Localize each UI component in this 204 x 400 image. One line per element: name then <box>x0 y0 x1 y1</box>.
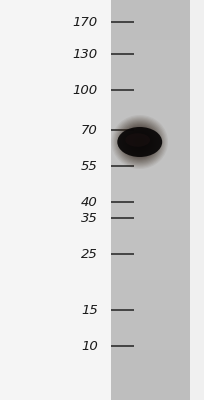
Bar <box>111 0 190 400</box>
Ellipse shape <box>129 132 151 152</box>
Bar <box>111 250 190 260</box>
Bar <box>111 60 190 70</box>
Bar <box>111 280 190 290</box>
Text: 170: 170 <box>73 16 98 28</box>
Ellipse shape <box>133 135 147 149</box>
Text: 40: 40 <box>81 196 98 208</box>
Bar <box>111 170 190 180</box>
Bar <box>111 200 190 210</box>
Bar <box>111 330 190 340</box>
Bar <box>111 140 190 150</box>
Bar <box>111 260 190 270</box>
Bar <box>111 350 190 360</box>
Text: 25: 25 <box>81 248 98 260</box>
Bar <box>111 70 190 80</box>
Text: 130: 130 <box>73 48 98 60</box>
Bar <box>111 190 190 200</box>
Bar <box>111 380 190 390</box>
Ellipse shape <box>118 121 162 163</box>
Ellipse shape <box>124 127 156 157</box>
Ellipse shape <box>121 124 158 160</box>
Bar <box>111 40 190 50</box>
Ellipse shape <box>125 133 150 147</box>
Bar <box>111 180 190 190</box>
Bar <box>111 230 190 240</box>
Bar <box>111 220 190 230</box>
Bar <box>190 0 204 400</box>
Text: 15: 15 <box>81 304 98 316</box>
Bar <box>111 160 190 170</box>
Text: 55: 55 <box>81 160 98 172</box>
Bar <box>111 120 190 130</box>
Ellipse shape <box>111 115 168 169</box>
Bar <box>111 370 190 380</box>
Bar <box>111 210 190 220</box>
Ellipse shape <box>125 128 154 156</box>
Bar <box>111 20 190 30</box>
Bar <box>111 290 190 300</box>
Ellipse shape <box>131 134 148 150</box>
Ellipse shape <box>117 127 162 157</box>
Text: 100: 100 <box>73 84 98 96</box>
Ellipse shape <box>120 123 159 161</box>
Ellipse shape <box>123 126 157 158</box>
Bar <box>111 340 190 350</box>
Bar <box>111 360 190 370</box>
Ellipse shape <box>135 138 144 146</box>
Ellipse shape <box>130 133 149 151</box>
Text: 35: 35 <box>81 212 98 224</box>
Ellipse shape <box>128 130 152 154</box>
Ellipse shape <box>113 116 167 168</box>
Ellipse shape <box>119 122 161 162</box>
Bar <box>111 30 190 40</box>
Ellipse shape <box>115 118 164 166</box>
Ellipse shape <box>126 129 153 155</box>
Bar <box>111 320 190 330</box>
Bar <box>111 80 190 90</box>
Bar <box>111 100 190 110</box>
Ellipse shape <box>134 136 146 148</box>
Bar <box>111 10 190 20</box>
Bar <box>111 110 190 120</box>
Bar <box>111 0 190 10</box>
Ellipse shape <box>116 120 163 164</box>
Bar <box>111 390 190 400</box>
Bar <box>111 130 190 140</box>
Bar <box>0 0 111 400</box>
Bar <box>111 310 190 320</box>
Bar <box>111 240 190 250</box>
Text: 10: 10 <box>81 340 98 352</box>
Bar <box>111 150 190 160</box>
Text: 70: 70 <box>81 124 98 136</box>
Bar <box>111 90 190 100</box>
Ellipse shape <box>114 117 165 167</box>
Bar <box>111 300 190 310</box>
Bar <box>111 50 190 60</box>
Bar <box>111 270 190 280</box>
